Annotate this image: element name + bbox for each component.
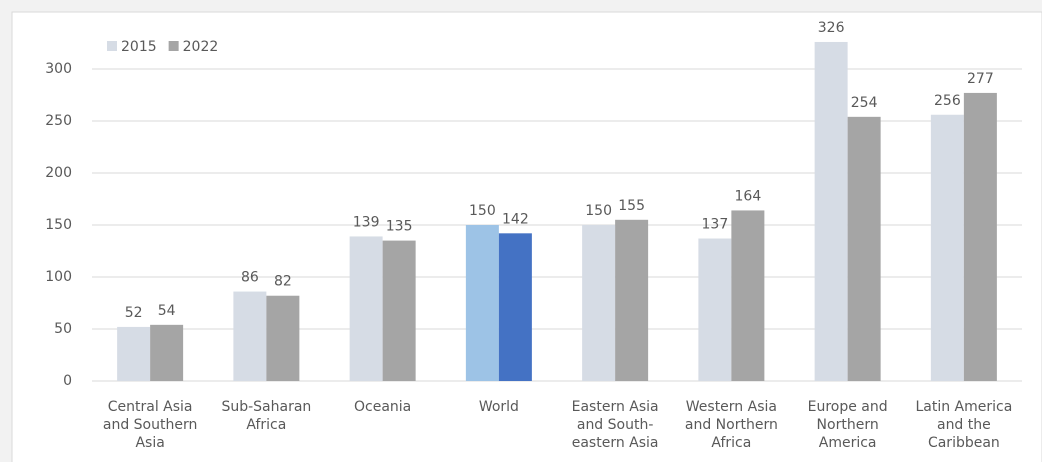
y-tick-label: 300 <box>45 61 72 77</box>
data-label: 139 <box>353 214 380 230</box>
x-tick-label: Europe and Northern America <box>807 399 888 451</box>
x-tick-label: Eastern Asia and South-eastern Asia <box>571 399 659 451</box>
y-tick-label: 250 <box>45 113 72 129</box>
data-label: 52 <box>125 305 143 321</box>
bar <box>615 219 649 381</box>
data-label: 142 <box>502 211 529 227</box>
bar <box>117 326 151 381</box>
x-tick-label: Western Asia and Northern Africa <box>684 399 778 451</box>
legend-label: 2022 <box>183 39 219 55</box>
data-label: 256 <box>934 93 961 109</box>
bar <box>498 233 532 381</box>
bar <box>266 295 300 381</box>
legend-swatch <box>168 41 179 51</box>
bar <box>814 41 848 382</box>
data-label: 277 <box>967 71 994 87</box>
y-tick-label: 50 <box>54 321 72 337</box>
bar <box>847 116 881 381</box>
bar <box>582 225 616 381</box>
data-label: 135 <box>386 219 413 235</box>
bar <box>963 92 997 382</box>
y-tick-label: 150 <box>45 217 72 233</box>
data-label: 137 <box>702 217 729 233</box>
legend-label: 2015 <box>121 39 157 55</box>
bar <box>465 225 499 381</box>
legend-swatch <box>107 41 117 51</box>
data-label: 254 <box>851 95 878 111</box>
data-label: 164 <box>735 188 762 204</box>
x-tick-label: Central Asia and Southern Asia <box>102 399 198 451</box>
bar <box>731 210 765 381</box>
y-tick-label: 200 <box>45 165 72 181</box>
data-label: 326 <box>818 20 845 36</box>
bar <box>150 324 184 381</box>
y-tick-label: 0 <box>63 373 72 389</box>
x-tick-label: World <box>478 399 519 415</box>
x-tick-label: Oceania <box>353 399 412 415</box>
x-tick-label: Sub-Saharan Africa <box>221 399 312 433</box>
data-label: 155 <box>618 198 645 214</box>
bar <box>233 291 267 381</box>
x-tick-label: Latin America and the Caribbean <box>915 399 1013 451</box>
data-label: 150 <box>469 203 496 219</box>
bar <box>349 236 383 381</box>
bar <box>382 240 416 381</box>
data-label: 150 <box>585 203 612 219</box>
data-label: 82 <box>274 274 292 290</box>
data-label: 86 <box>241 270 259 286</box>
y-tick-label: 100 <box>45 269 72 285</box>
data-label: 54 <box>158 303 176 319</box>
bar <box>698 238 732 381</box>
bar <box>930 114 964 381</box>
